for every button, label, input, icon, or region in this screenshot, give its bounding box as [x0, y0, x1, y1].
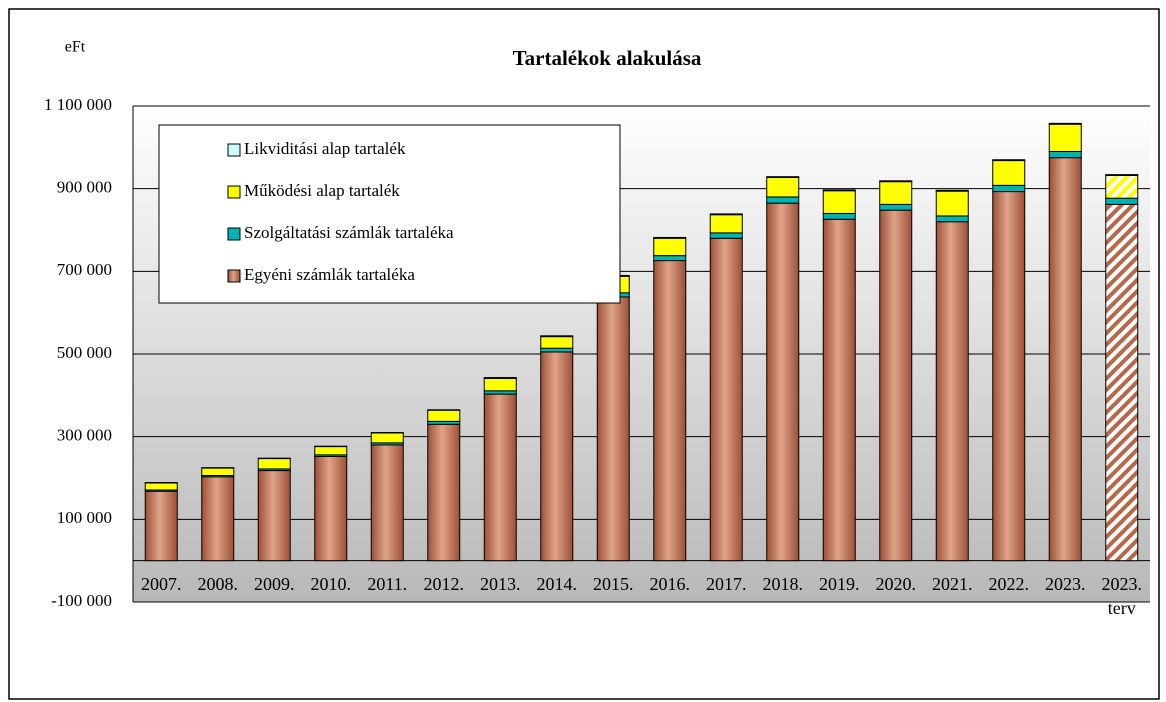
- x-tick-label: 2015.: [593, 574, 634, 594]
- x-tick-label: 2012.: [423, 574, 465, 594]
- bar-segment: [483, 393, 517, 562]
- bar-segment: [1048, 123, 1082, 152]
- x-tick-label: 2009.: [254, 574, 295, 594]
- legend-swatch: [227, 185, 241, 199]
- bar-segment: [935, 189, 969, 192]
- x-tick-label: 2018.: [762, 574, 804, 594]
- bar-segment: [879, 203, 913, 211]
- bar-segment: [935, 221, 969, 562]
- bar-segment: [653, 260, 687, 562]
- x-tick-label: 2010.: [310, 574, 352, 594]
- bar-segment: [709, 237, 743, 562]
- y-tick-label: 300 000: [57, 426, 112, 445]
- bar-segment: [1105, 174, 1139, 199]
- bar-segment: [766, 177, 800, 198]
- chart-title: Tartalékok alakulása: [513, 46, 702, 70]
- bar-segment: [992, 160, 1026, 186]
- bar-segment: [1105, 197, 1139, 205]
- y-tick-label: 500 000: [57, 343, 112, 362]
- bar-segment: [992, 191, 1026, 562]
- legend-swatch: [227, 143, 241, 157]
- bar-segment: [822, 189, 856, 192]
- bar-segment: [427, 409, 461, 422]
- x-tick-label: 2022.: [988, 574, 1030, 594]
- x-tick-label: 2014.: [536, 574, 578, 594]
- bar-segment: [766, 202, 800, 562]
- legend-label: Működési alap tartalék: [244, 181, 400, 200]
- bar-segment: [879, 181, 913, 205]
- x-tick-label: 2020.: [875, 574, 917, 594]
- bar-segment: [709, 213, 743, 216]
- bar-segment: [483, 377, 517, 379]
- bar-segment: [540, 336, 574, 349]
- bar-segment: [822, 212, 856, 220]
- bar-segment: [709, 214, 743, 234]
- y-tick-label: 1 100 000: [44, 95, 112, 114]
- bar-segment: [257, 458, 291, 470]
- bar-segment: [540, 335, 574, 338]
- x-tick-label: 2008.: [197, 574, 239, 594]
- y-tick-label: 900 000: [57, 178, 112, 197]
- bar-segment: [596, 296, 630, 562]
- bar-segment: [766, 176, 800, 179]
- bar-segment: [370, 432, 404, 444]
- bar-segment: [653, 236, 687, 239]
- bar-segment: [144, 482, 178, 491]
- bar-segment: [370, 444, 404, 562]
- y-tick-label: 700 000: [57, 260, 112, 279]
- bar-segment: [653, 255, 687, 262]
- x-tick-label: 2017.: [706, 574, 747, 594]
- bar-segment: [935, 215, 969, 223]
- bar-segment: [1105, 174, 1139, 176]
- bar-segment: [992, 184, 1026, 193]
- bar-segment: [540, 347, 574, 353]
- x-tick-label: 2016.: [649, 574, 691, 594]
- y-tick-label: 100 000: [57, 508, 112, 527]
- bar-segment: [1048, 122, 1082, 125]
- x-tick-label: 2023. terv: [1101, 574, 1143, 618]
- bar-segment: [144, 490, 178, 562]
- bar-segment: [709, 232, 743, 239]
- bar-segment: [822, 218, 856, 562]
- x-tick-label: 2011.: [367, 574, 408, 594]
- bar-segment: [427, 423, 461, 562]
- x-tick-label: 2023.: [1045, 574, 1086, 594]
- bar-segment: [879, 180, 913, 183]
- bar-segment: [879, 209, 913, 562]
- legend-label: Likviditási alap tartalék: [244, 139, 406, 158]
- legend-label: Egyéni számlák tartaléka: [244, 265, 415, 284]
- bar-segment: [992, 159, 1026, 162]
- y-unit: eFt: [65, 39, 86, 56]
- bar-segment: [935, 190, 969, 217]
- legend-swatch: [227, 269, 241, 283]
- bar-segment: [766, 196, 800, 204]
- bar-segment: [201, 476, 235, 562]
- x-tick-label: 2021.: [932, 574, 973, 594]
- legend-swatch: [227, 227, 241, 241]
- bar-segment: [483, 377, 517, 392]
- bar-segment: [257, 470, 291, 562]
- bar-segment: [540, 351, 574, 562]
- bar-segment: [314, 446, 348, 456]
- bar-segment: [653, 237, 687, 257]
- bar-segment: [1048, 150, 1082, 159]
- x-tick-label: 2007.: [141, 574, 182, 594]
- bar-segment: [201, 467, 235, 477]
- bar-segment: [1048, 157, 1082, 562]
- bar-segment: [1105, 203, 1139, 562]
- legend-label: Szolgáltatási számlák tartaléka: [244, 223, 454, 242]
- bar-segment: [822, 190, 856, 214]
- x-tick-label: 2013.: [480, 574, 521, 594]
- bar-segment: [314, 456, 348, 562]
- x-tick-label: 2019.: [819, 574, 860, 594]
- y-tick-label: -100 000: [51, 591, 112, 610]
